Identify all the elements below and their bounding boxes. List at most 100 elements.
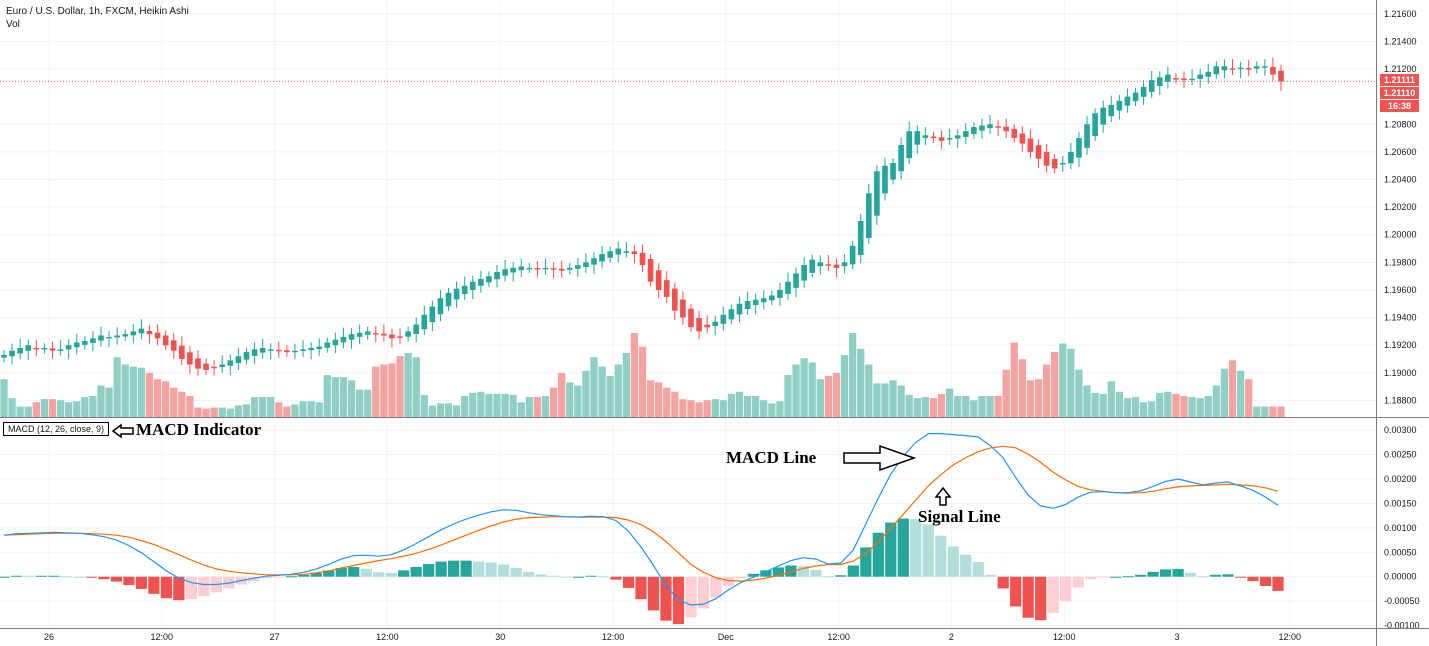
candle-body <box>817 262 824 267</box>
candle-body <box>1084 124 1090 148</box>
candle-body <box>170 340 177 351</box>
candle-body <box>203 363 209 371</box>
candle-body <box>857 220 864 256</box>
candle-body <box>251 349 258 356</box>
volume-bar <box>1253 406 1261 417</box>
candle-body <box>65 345 72 350</box>
volume-bar <box>1164 391 1172 417</box>
candle-body <box>178 345 185 360</box>
price-tick-label: 1.20200 <box>1384 202 1417 212</box>
candle-body <box>243 352 250 360</box>
candle-body <box>486 276 492 283</box>
volume-bar <box>380 364 388 417</box>
candle-body <box>478 278 484 286</box>
candle-body <box>25 345 32 351</box>
candle-body <box>1108 104 1115 117</box>
candle-body <box>526 267 533 270</box>
histogram-bar <box>10 575 23 577</box>
volume-bar <box>541 396 550 417</box>
volume-bar <box>1059 343 1067 417</box>
volume-bar <box>1131 397 1140 417</box>
histogram-bar <box>1122 576 1134 578</box>
volume-bar <box>347 380 356 417</box>
histogram-bar <box>110 576 123 582</box>
candle-body <box>162 335 169 346</box>
volume-bar <box>622 352 630 417</box>
candle-body <box>1213 66 1220 75</box>
volume-bar <box>1228 360 1237 417</box>
histogram-bar <box>73 576 85 578</box>
candle-body <box>760 298 767 303</box>
volume-bar <box>121 364 129 417</box>
candle-body <box>437 298 444 315</box>
candle-body <box>615 248 622 255</box>
candle-body <box>550 268 557 270</box>
volume-bar <box>986 396 994 417</box>
candle-body <box>890 162 896 180</box>
volume-bar <box>493 393 501 417</box>
histogram-bar <box>60 576 73 578</box>
candlestick-series <box>1 57 1284 376</box>
volume-bar <box>186 396 194 417</box>
histogram-bar <box>148 576 160 594</box>
macd-tick-label: 0.00200 <box>1384 474 1417 484</box>
candle-body <box>1253 66 1260 69</box>
volume-bar <box>242 404 251 417</box>
candle-body <box>1189 78 1195 81</box>
volume-bar <box>283 406 291 417</box>
volume-bar <box>970 400 978 417</box>
macd-tick-label: -0.00100 <box>1384 621 1420 631</box>
histogram-bar <box>810 569 822 577</box>
volume-bar <box>735 391 744 417</box>
candle-body <box>494 272 500 280</box>
histogram-bar <box>872 532 884 577</box>
candle-body <box>575 265 581 269</box>
candle-body <box>801 265 807 281</box>
candle-body <box>211 366 217 369</box>
volume-bar <box>1026 380 1035 417</box>
volume-bar <box>703 400 711 417</box>
candle-body <box>1019 133 1026 144</box>
candle-body <box>882 165 888 194</box>
candle-body <box>1124 96 1131 106</box>
candle-body <box>275 349 282 352</box>
macd-tick-label: -0.00050 <box>1384 596 1420 606</box>
candle-body <box>17 347 23 354</box>
volume-bar <box>388 363 396 417</box>
volume-bar <box>1204 396 1212 417</box>
candle-body <box>324 342 331 348</box>
volume-bar <box>65 402 73 417</box>
histogram-bar <box>1172 568 1184 577</box>
candle-body <box>1011 128 1018 139</box>
candle-body <box>57 349 64 351</box>
annotation-macd-line: MACD Line <box>726 448 817 467</box>
volume-bar <box>129 366 137 417</box>
volume-bar <box>727 393 736 417</box>
volume-bar <box>1172 393 1180 417</box>
volume-bar <box>1115 391 1123 417</box>
histogram-bar <box>747 573 760 577</box>
candle-body <box>90 338 96 343</box>
grid-lines <box>0 0 1376 628</box>
volume-bar <box>477 391 485 417</box>
candle-body <box>825 264 832 266</box>
volume-bar <box>1010 342 1018 417</box>
candle-body <box>259 347 266 353</box>
volume-bar <box>0 379 8 417</box>
price-tick-label: 1.20600 <box>1384 147 1417 157</box>
volume-bar <box>81 397 89 417</box>
candle-body <box>106 336 112 339</box>
volume-bar <box>743 396 752 417</box>
volume-bars <box>0 333 1285 417</box>
macd-tick-label: 0.00050 <box>1384 547 1417 557</box>
histogram-bar <box>1010 576 1022 607</box>
volume-bar <box>558 372 566 417</box>
price-tick-label: 1.19400 <box>1384 313 1417 323</box>
candle-body <box>874 171 880 216</box>
histogram-bar <box>1184 572 1197 577</box>
histogram-bar <box>660 576 672 621</box>
volume-bar <box>752 396 760 417</box>
volume-bar <box>929 398 938 417</box>
histogram-bar <box>1147 571 1159 577</box>
